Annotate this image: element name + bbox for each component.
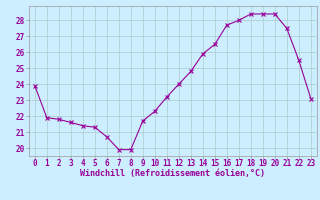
X-axis label: Windchill (Refroidissement éolien,°C): Windchill (Refroidissement éolien,°C) [80,169,265,178]
